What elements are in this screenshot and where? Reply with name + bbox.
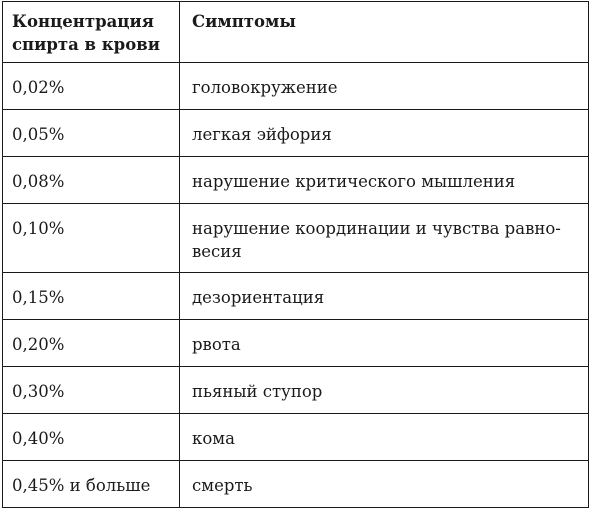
concentration-cell: 0,45% и больше: [2, 460, 180, 508]
table-row: 0,40% кома: [2, 413, 589, 461]
symptom-line-1: нарушение координации и чувства равно-: [192, 219, 561, 238]
table-header: Концентрация спирта в крови Симптомы: [2, 1, 589, 63]
concentration-cell: 0,05%: [2, 109, 180, 157]
table-row: 0,30% пьяный ступор: [2, 366, 589, 414]
symptom-cell: смерть: [179, 460, 589, 508]
table-row: 0,15% дезориентация: [2, 272, 589, 320]
symptom-cell: кома: [179, 413, 589, 461]
symptom-cell: дезориентация: [179, 272, 589, 320]
symptom-cell: нарушение координации и чувства равно-ве…: [179, 203, 589, 273]
header-symptoms: Симптомы: [179, 1, 589, 63]
concentration-cell: 0,02%: [2, 62, 180, 110]
concentration-cell: 0,20%: [2, 319, 180, 367]
table-row: 0,02% головокружение: [2, 62, 589, 110]
symptom-cell: пьяный ступор: [179, 366, 589, 414]
symptom-cell: головокружение: [179, 62, 589, 110]
symptom-cell: рвота: [179, 319, 589, 367]
concentration-cell: 0,15%: [2, 272, 180, 320]
symptom-cell: легкая эйфория: [179, 109, 589, 157]
concentration-cell: 0,30%: [2, 366, 180, 414]
table-row: 0,20% рвота: [2, 319, 589, 367]
header-row: Концентрация спирта в крови Симптомы: [2, 1, 589, 63]
table-row: 0,05% легкая эйфория: [2, 109, 589, 157]
concentration-cell: 0,40%: [2, 413, 180, 461]
table-row: 0,10% нарушение координации и чувства ра…: [2, 203, 589, 273]
symptom-cell: нарушение критического мышления: [179, 156, 589, 204]
concentration-cell: 0,10%: [2, 203, 180, 273]
table-row: 0,08% нарушение критического мышления: [2, 156, 589, 204]
table-body: 0,02% головокружение 0,05% легкая эйфори…: [2, 62, 589, 508]
symptom-line-2: весия: [192, 242, 242, 261]
table-row: 0,45% и больше смерть: [2, 460, 589, 508]
concentration-cell: 0,08%: [2, 156, 180, 204]
header-concentration: Концентрация спирта в крови: [2, 1, 180, 63]
